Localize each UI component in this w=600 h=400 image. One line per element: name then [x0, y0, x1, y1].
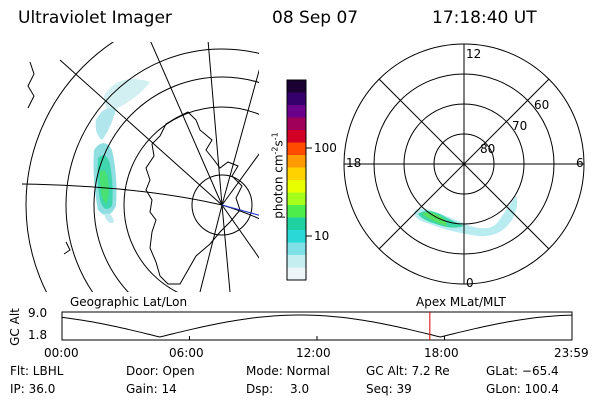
- mlt-label-dawn: 6: [576, 156, 584, 170]
- colorbar: [287, 80, 306, 281]
- colorbar-segment: [287, 242, 306, 256]
- status-dsp-value: 3.0: [290, 382, 310, 396]
- observation-time: 17:18:40 UT: [432, 8, 537, 28]
- mlat-label-60: 60: [534, 98, 550, 112]
- altitude-xtick-4: 23:59: [554, 346, 589, 360]
- left-panel-label: Geographic Lat/Lon: [70, 295, 188, 309]
- colorbar-segment: [287, 155, 306, 168]
- status-glon: GLon: 100.4: [486, 382, 559, 396]
- colorbar-segment: [287, 80, 306, 93]
- altitude-xtick-3: 18:00: [424, 346, 459, 360]
- altitude-plot: [61, 311, 573, 341]
- status-mode: Mode: Normal: [246, 364, 330, 378]
- colorbar-segment: [287, 167, 306, 181]
- altitude-curve: [61, 314, 573, 338]
- altitude-xtick-1: 06:00: [169, 346, 204, 360]
- polar-dial: [343, 43, 585, 285]
- colorbar-segment: [287, 117, 306, 131]
- colorbar-segment: [287, 105, 306, 118]
- altitude-ylabel: GC Alt: [8, 308, 22, 346]
- colorbar-segment: [287, 180, 306, 193]
- mlat-label-70: 70: [512, 119, 528, 133]
- colorbar-tick-100: 100: [314, 141, 337, 155]
- altitude-xtick-0: 00:00: [44, 346, 79, 360]
- status-glat: GLat: −65.4: [486, 364, 559, 378]
- colorbar-unit-label: photon cm-2s-1: [270, 132, 286, 219]
- colorbar-segment: [287, 230, 306, 243]
- colorbar-segment: [287, 205, 306, 218]
- status-gain: Gain: 14: [126, 382, 177, 396]
- colorbar-segment: [287, 255, 306, 268]
- mlt-label-dusk: 18: [346, 156, 362, 170]
- status-door: Door: Open: [126, 364, 195, 378]
- colorbar-segment: [287, 267, 306, 281]
- altitude-xtick-2: 12:00: [296, 346, 331, 360]
- mlat-label-80: 80: [480, 142, 496, 156]
- colorbar-segment: [287, 92, 306, 106]
- app-title: Ultraviolet Imager: [18, 8, 172, 28]
- mlt-label-noon: 12: [466, 47, 482, 61]
- geographic-map: [22, 42, 259, 292]
- right-panel-label: Apex MLat/MLT: [416, 295, 506, 309]
- altitude-ytick-max: 9.0: [28, 306, 48, 320]
- status-ip: IP: 36.0: [10, 382, 56, 396]
- status-filter: Flt: LBHL: [10, 364, 64, 378]
- colorbar-segment: [287, 217, 306, 231]
- altitude-ytick-min: 1.8: [28, 328, 48, 342]
- observation-date: 08 Sep 07: [272, 8, 359, 28]
- aurora-geographic: [93, 79, 150, 223]
- colorbar-segment: [287, 192, 306, 206]
- status-dsp-label: Dsp:: [246, 382, 274, 396]
- status-gc-alt: GC Alt: 7.2 Re: [366, 364, 450, 378]
- colorbar-tick-10: 10: [314, 229, 330, 243]
- colorbar-segment: [287, 142, 306, 156]
- status-seq: Seq: 39: [366, 382, 412, 396]
- mlt-label-midnight: 0: [466, 276, 474, 290]
- colorbar-segment: [287, 130, 306, 143]
